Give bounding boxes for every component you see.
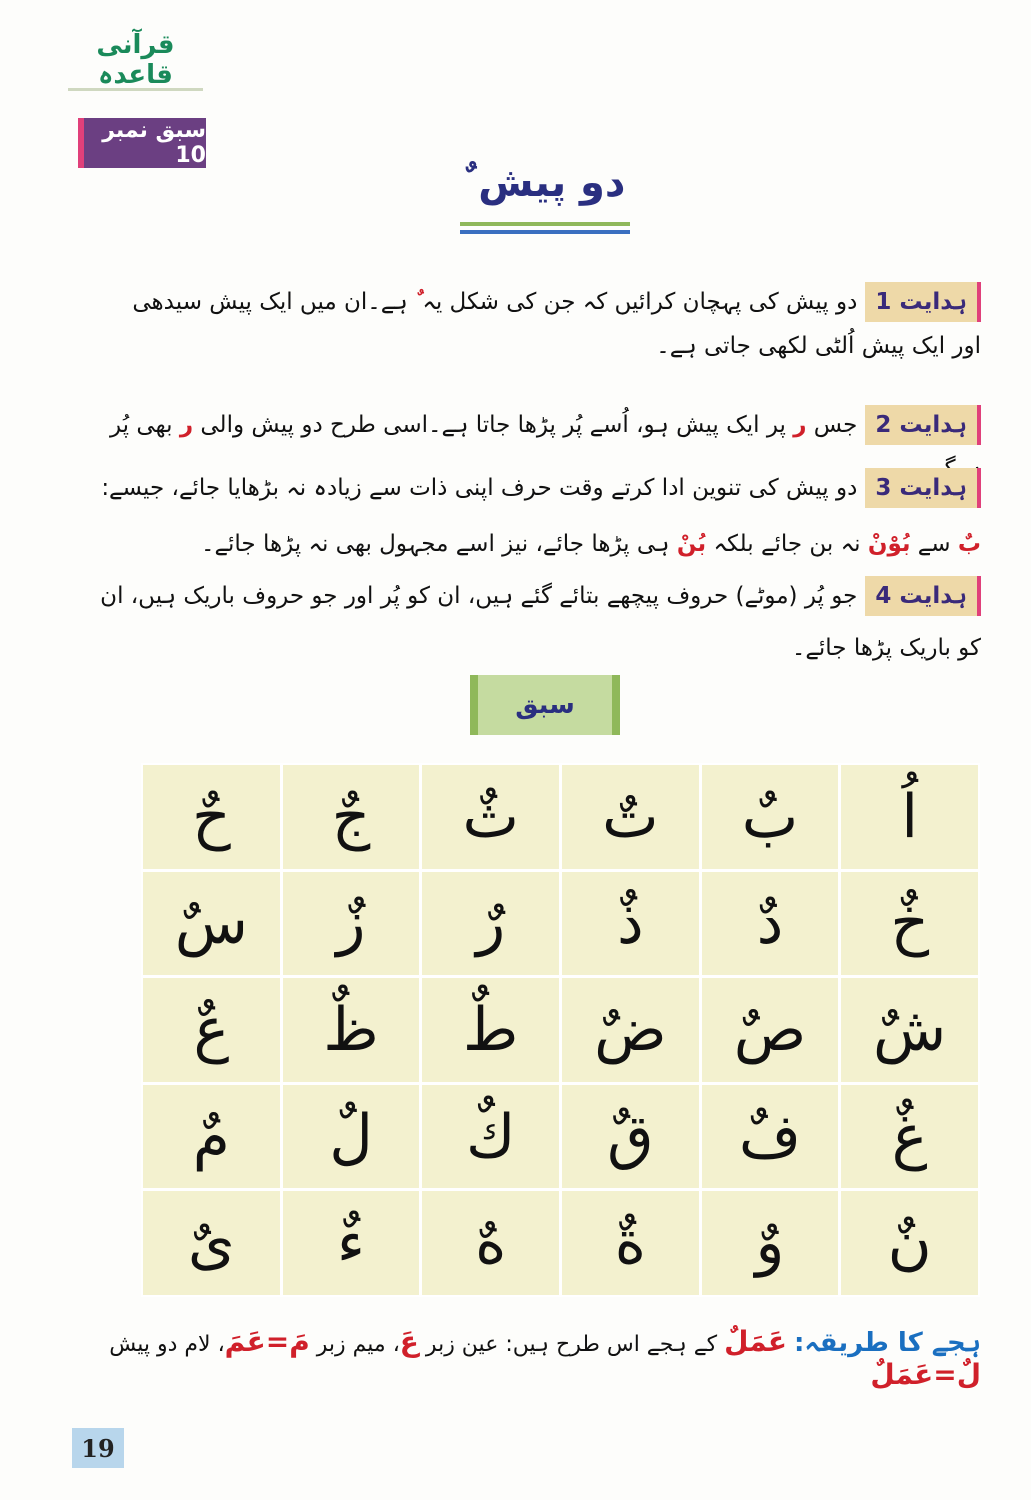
letter-cell: دٌ <box>699 869 841 978</box>
instruction-1: ہدایت 1 دو پیش کی پہچان کرائیں کہ جن کی ش… <box>100 280 981 368</box>
page-title: دو پیش ٌ <box>460 160 630 206</box>
method-text: کے ہجے اس طرح ہیں: عین زبر <box>418 1332 725 1357</box>
highlight: ر <box>179 412 194 438</box>
letter-cell: مٌ <box>141 1082 282 1191</box>
highlight: بُوْنْ <box>867 531 911 557</box>
example-word: عَمَلٌ <box>724 1325 788 1358</box>
letter-cell: فٌ <box>699 1082 841 1191</box>
letter-cell: وٌ <box>699 1189 841 1297</box>
letter-cell: رٌ <box>420 869 561 978</box>
instruction-3: ہدایت 3 دو پیش کی تنوین ادا کرتے وقت حرف … <box>100 460 981 572</box>
page-number: 19 <box>72 1428 124 1468</box>
method-label: ہجے کا طریقہ: <box>794 1328 981 1358</box>
letter-cell: خٌ <box>839 869 980 978</box>
title-underline <box>460 222 630 238</box>
title-text: دو پیش <box>478 160 626 206</box>
method-text: ، لام دو پیش <box>109 1332 225 1357</box>
letter-cell: ذٌ <box>560 869 701 978</box>
instruction-label: ہدایت 3 <box>865 468 981 508</box>
letter-cell: كٌ <box>420 1082 561 1191</box>
instruction-text: ہے۔ان میں ایک پیش سیدھی اور ایک پیش اُلٹ… <box>132 289 981 359</box>
letter-cell: ظٌ <box>280 976 422 1084</box>
divider <box>68 88 203 91</box>
instruction-label: ہدایت 2 <box>865 405 981 445</box>
instruction-4: ہدایت 4جو پُر (موٹے) حروف پیچھے بتائے گئ… <box>100 570 981 674</box>
instruction-text: نہ بن جائے بلکہ <box>706 531 868 557</box>
letter-cell: نٌ <box>839 1189 980 1297</box>
letter-cell: سٌ <box>141 869 282 978</box>
instruction-text: جو پُر (موٹے) حروف پیچھے بتائے گئے ہیں، … <box>100 583 981 661</box>
lesson-number-badge: سبق نمبر 10 <box>78 118 206 168</box>
letter-cell: جٌ <box>280 763 422 871</box>
instruction-label: ہدایت 4 <box>865 576 981 616</box>
letter-cell: اُ <box>839 763 980 871</box>
highlight: بٌ <box>957 531 981 557</box>
letter-cell: لٌ <box>280 1082 422 1191</box>
letter-cell: شٌ <box>839 976 980 1084</box>
letter-cell: ثٌ <box>420 763 561 871</box>
highlight: عَ <box>399 1325 419 1358</box>
method-text: ، میم زبر <box>309 1332 400 1357</box>
highlight: بُنْ <box>676 531 707 557</box>
letter-cell: ىٌ <box>141 1189 282 1297</box>
letter-cell: صٌ <box>699 976 841 1084</box>
letter-cell: بٌ <box>699 763 841 871</box>
equals: = <box>265 1325 290 1358</box>
letter-grid: اُ بٌ تٌ ثٌ جٌ حٌ خٌ دٌ ذٌ رٌ زٌ سٌ شٌ صٌ ضٌ طٌ ظٌ عٌ غٌ فٌ… <box>141 763 980 1297</box>
instruction-text: پر ایک پیش ہو، اُسے پُر پڑھا جاتا ہے۔اسی… <box>193 412 794 438</box>
highlight: ر <box>793 412 807 438</box>
letter-cell: حٌ <box>141 763 282 871</box>
highlight: عَمَلٌ <box>870 1358 934 1391</box>
highlight: عَمَ <box>224 1325 266 1358</box>
instruction-label: ہدایت 1 <box>865 282 981 322</box>
equals: = <box>933 1358 957 1391</box>
letter-cell: تٌ <box>560 763 701 871</box>
letter-cell: عٌ <box>141 976 282 1084</box>
letter-cell: هٌ <box>420 1189 561 1297</box>
letter-cell: قٌ <box>560 1082 701 1191</box>
instruction-text: دو پیش کی پہچان کرائیں کہ جن کی شکل یہ <box>415 289 858 315</box>
instruction-text: دو پیش کی تنوین ادا کرتے وقت حرف اپنی ذا… <box>101 475 858 501</box>
book-title: قرآنی قاعدہ <box>96 30 175 90</box>
letter-cell: ءٌ <box>280 1189 422 1297</box>
highlight: مَ <box>289 1325 310 1358</box>
instruction-text: ہی پڑھا جائے، نیز اسے مجہول بھی نہ پڑھا … <box>201 531 677 557</box>
highlight: لٌ <box>956 1358 981 1391</box>
instruction-text: سے <box>910 531 958 557</box>
letter-cell: ةٌ <box>560 1189 701 1297</box>
instruction-text: جس <box>806 412 858 438</box>
letter-cell: زٌ <box>280 869 422 978</box>
spelling-method: ہجے کا طریقہ: عَمَلٌ کے ہجے اس طرح ہیں: … <box>100 1325 981 1391</box>
letter-cell: ضٌ <box>560 976 701 1084</box>
letter-cell: طٌ <box>420 976 561 1084</box>
letter-cell: غٌ <box>839 1082 980 1191</box>
lesson-label: سبق <box>470 675 620 735</box>
